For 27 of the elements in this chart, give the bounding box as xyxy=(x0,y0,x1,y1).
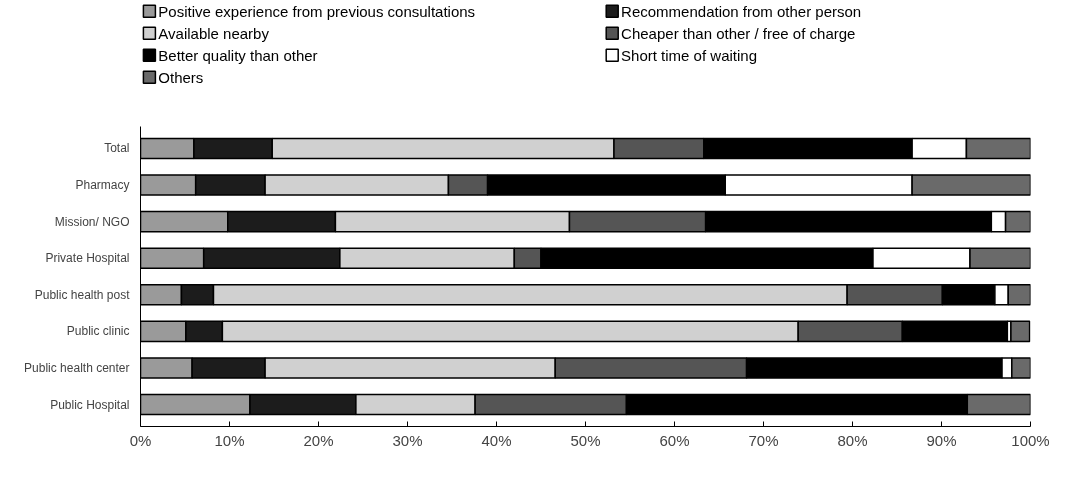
y-tick-label: Public clinic xyxy=(66,324,130,339)
y-tick-label: Pharmacy xyxy=(75,178,130,193)
x-tick-label: 80% xyxy=(837,431,868,449)
legend-label: Available nearby xyxy=(158,24,270,42)
legend-label: Better quality than other xyxy=(158,46,318,64)
x-tick-label: 30% xyxy=(392,431,423,449)
y-tick-label: Private Hospital xyxy=(45,251,130,266)
legend-label: Others xyxy=(158,68,204,86)
x-tick-label: 100% xyxy=(1011,431,1050,449)
x-tick-label: 90% xyxy=(926,431,957,449)
x-tick-label: 50% xyxy=(570,431,601,449)
legend-label: Recommendation from other person xyxy=(621,2,862,20)
legend-label: Short time of waiting xyxy=(621,46,758,64)
y-tick-label: Mission/ NGO xyxy=(54,214,130,229)
legend-label: Positive experience from previous consultations xyxy=(158,2,476,20)
x-tick-label: 60% xyxy=(659,431,690,449)
x-tick-label: 0% xyxy=(129,431,152,449)
bar xyxy=(1010,320,1031,343)
x-tick-label: 10% xyxy=(214,431,245,449)
y-tick-label: Public Hospital xyxy=(50,397,130,412)
legend-label: Cheaper than other / free of charge xyxy=(621,24,856,42)
x-tick-label: 40% xyxy=(481,431,512,449)
y-tick-label: Public health post xyxy=(34,287,131,302)
x-tick-label: 20% xyxy=(303,431,334,449)
x-tick-label: 70% xyxy=(748,431,779,449)
y-tick-label: Public health center xyxy=(24,360,130,375)
y-tick-label: Total xyxy=(104,141,130,156)
